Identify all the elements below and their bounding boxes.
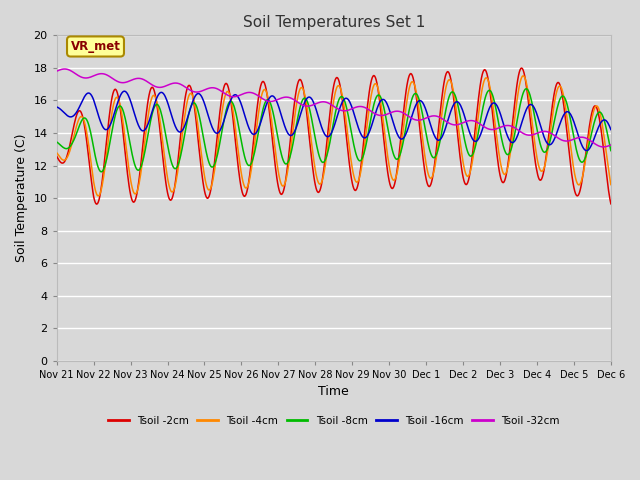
Title: Soil Temperatures Set 1: Soil Temperatures Set 1 <box>243 15 425 30</box>
Y-axis label: Soil Temperature (C): Soil Temperature (C) <box>15 134 28 263</box>
Legend: Tsoil -2cm, Tsoil -4cm, Tsoil -8cm, Tsoil -16cm, Tsoil -32cm: Tsoil -2cm, Tsoil -4cm, Tsoil -8cm, Tsoi… <box>104 412 564 430</box>
Text: VR_met: VR_met <box>70 40 120 53</box>
X-axis label: Time: Time <box>319 385 349 398</box>
